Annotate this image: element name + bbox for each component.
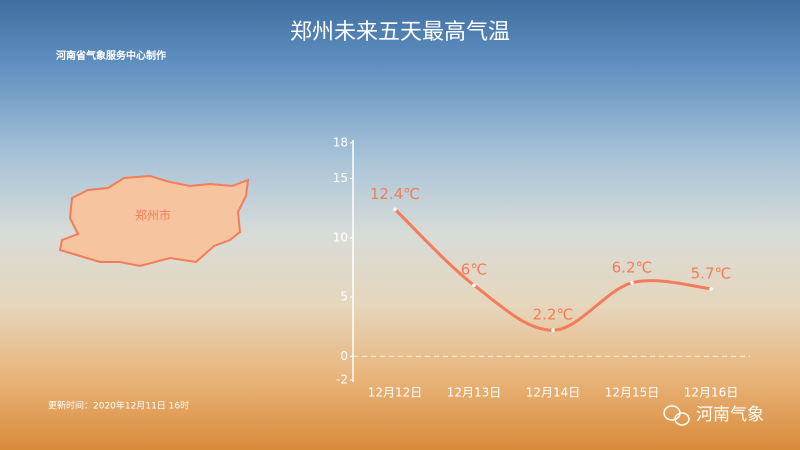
point: [551, 328, 555, 333]
value-label: 5.7℃: [691, 264, 732, 282]
update-time: 更新时间：2020年12月11日 16时: [48, 400, 189, 412]
x-tick-label: 12月15日: [605, 386, 660, 400]
point: [709, 286, 713, 291]
chart-title: 郑州未来五天最高气温: [290, 20, 510, 45]
y-tick-label: 15: [333, 171, 348, 185]
x-tick-label: 12月14日: [526, 386, 581, 400]
point: [630, 281, 634, 285]
x-tick-label: 12月12日: [368, 386, 423, 400]
point: [472, 283, 476, 288]
y-tick-label: 0: [340, 349, 348, 363]
value-label: 6℃: [461, 261, 487, 279]
y-tick-label: 10: [333, 230, 348, 244]
x-tick-label: 12月16日: [684, 386, 739, 400]
wechat-icon: [663, 405, 690, 426]
y-tick-label: 5: [340, 290, 348, 304]
value-label: 12.4℃: [370, 185, 420, 203]
map-shape: [58, 174, 250, 268]
y-tick-label: 18: [333, 136, 348, 150]
value-label: 2.2℃: [533, 306, 574, 324]
value-label: 6.2℃: [612, 258, 653, 276]
map-label: 郑州市: [135, 208, 171, 223]
y-tick-label: -2: [336, 373, 348, 387]
point: [393, 207, 397, 212]
x-tick-label: 12月13日: [447, 386, 502, 400]
watermark: 河南气象: [696, 405, 764, 425]
subtitle: 河南省气象服务中心制作: [56, 49, 166, 62]
